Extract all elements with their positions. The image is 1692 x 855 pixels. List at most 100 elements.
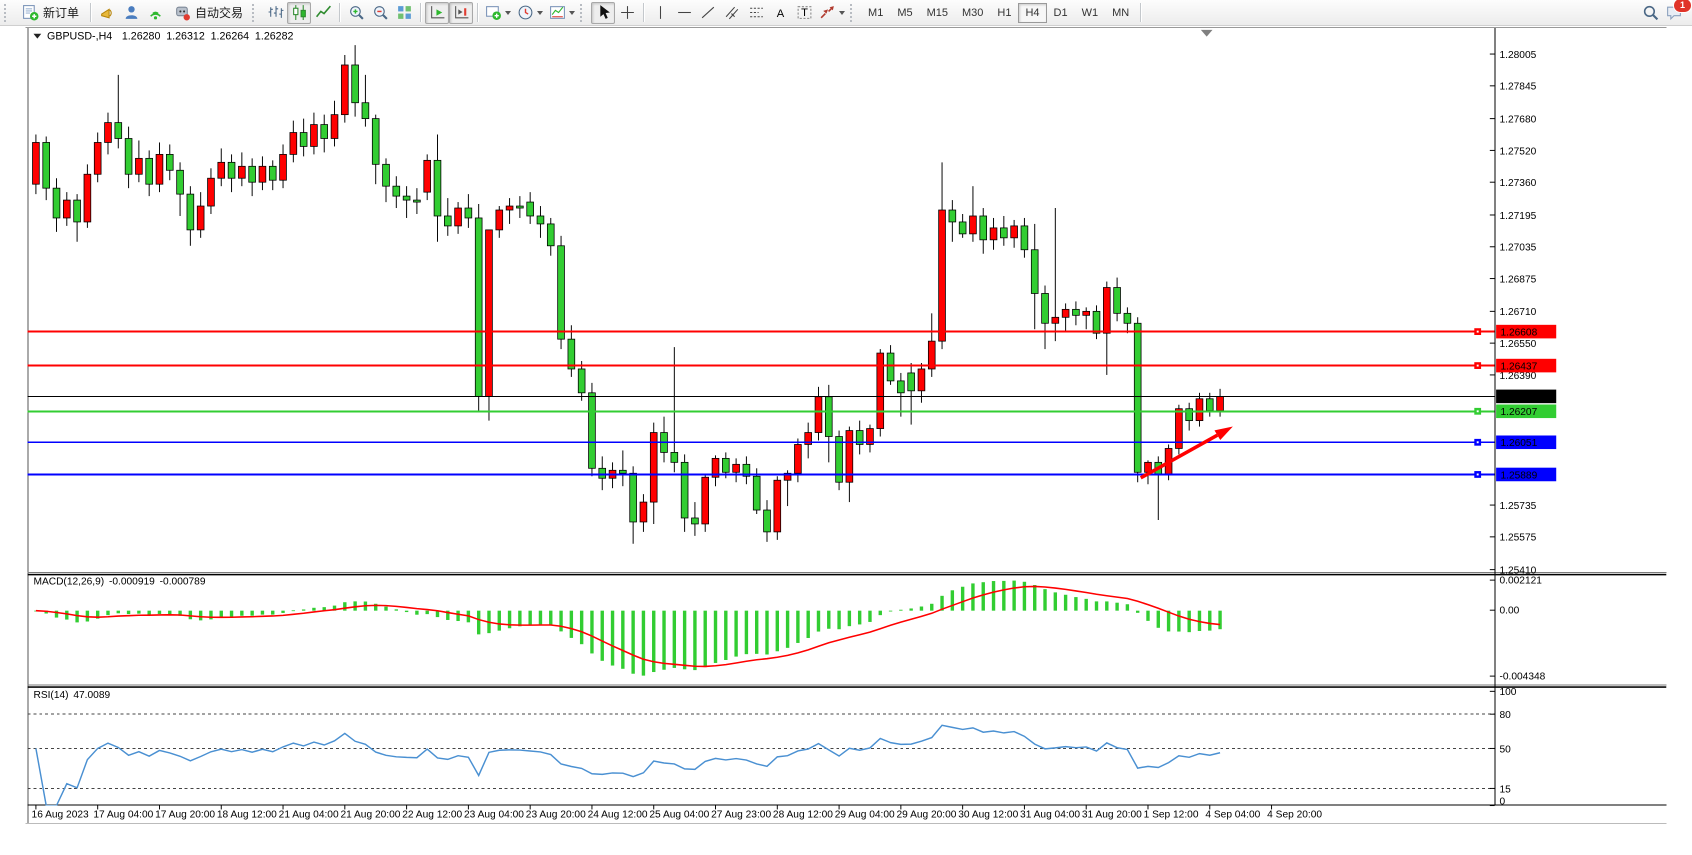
trend-arrow-annotation[interactable] xyxy=(1139,426,1233,480)
candlestick-series xyxy=(32,45,1224,544)
svg-text:1.27520: 1.27520 xyxy=(1500,146,1537,157)
autotrading-icon xyxy=(176,6,190,21)
signal-button[interactable] xyxy=(143,2,167,24)
svg-text:T: T xyxy=(801,7,808,19)
trendline-button[interactable] xyxy=(696,2,720,24)
bar-chart-button[interactable] xyxy=(263,2,287,24)
chart-canvas[interactable]: GBPUSD-,H4 1.26280 1.26312 1.26264 1.26282 M… xyxy=(0,26,1692,855)
timeframe-m5[interactable]: M5 xyxy=(890,3,919,23)
toolbar-grip[interactable] xyxy=(850,3,857,22)
chart-title-dropdown-icon[interactable] xyxy=(33,33,42,39)
crosshair-button[interactable] xyxy=(615,2,639,24)
price-axis: 1.28005 1.27845 1.27680 1.27520 1.27360 1.271… xyxy=(1489,50,1546,808)
templates-icon xyxy=(550,6,565,19)
vertical-line-button[interactable] xyxy=(648,2,672,24)
community-button[interactable] xyxy=(119,2,143,24)
chevron-down-icon xyxy=(839,11,846,18)
timeframe-h4[interactable]: H4 xyxy=(1018,2,1047,23)
svg-text:27 Aug 23:00: 27 Aug 23:00 xyxy=(711,810,771,821)
periods-icon xyxy=(518,5,533,20)
chevron-down-icon xyxy=(537,11,544,18)
fibonacci-button[interactable] xyxy=(744,2,768,24)
arrows-icon xyxy=(820,6,834,19)
toolbar-grip[interactable] xyxy=(252,3,259,22)
price-badge: 1.26051 xyxy=(1496,435,1557,449)
chart-shift-button[interactable] xyxy=(449,1,474,24)
svg-text:31 Aug 20:00: 31 Aug 20:00 xyxy=(1082,810,1142,821)
zoom-in-button[interactable] xyxy=(344,2,368,24)
macd-signal-line xyxy=(35,585,1221,668)
time-axis: 16 Aug 2023 17 Aug 04:00 17 Aug 20:00 18 Au… xyxy=(32,804,1322,821)
chart-shift-marker[interactable] xyxy=(1200,29,1213,37)
svg-text:17 Aug 04:00: 17 Aug 04:00 xyxy=(93,810,153,821)
svg-text:1.27360: 1.27360 xyxy=(1500,178,1537,189)
toolbar-grip[interactable] xyxy=(580,3,587,22)
rsi-label: RSI(14) 47.0089 xyxy=(33,690,110,701)
new-order-label: 新订单 xyxy=(43,6,80,20)
timeframe-w1[interactable]: W1 xyxy=(1075,3,1106,23)
rsi-indicator xyxy=(27,713,1495,806)
svg-text:50: 50 xyxy=(1500,744,1512,755)
search-button[interactable] xyxy=(1638,2,1662,24)
svg-text:15: 15 xyxy=(1500,784,1512,795)
svg-text:1.26282: 1.26282 xyxy=(1500,392,1537,403)
toolbar-grip[interactable] xyxy=(4,3,11,22)
trendline-icon xyxy=(701,6,714,19)
svg-text:0.00: 0.00 xyxy=(1500,606,1520,617)
svg-text:1.27035: 1.27035 xyxy=(1500,243,1537,254)
fibonacci-icon xyxy=(749,7,763,18)
timeframe-m15[interactable]: M15 xyxy=(920,3,955,23)
horizontal-line[interactable] xyxy=(27,362,1495,369)
svg-text:1.28005: 1.28005 xyxy=(1500,50,1537,61)
cursor-button[interactable] xyxy=(591,1,616,24)
line-chart-icon xyxy=(315,5,331,18)
timeframe-m1[interactable]: M1 xyxy=(861,3,890,23)
line-chart-button[interactable] xyxy=(311,2,335,24)
chat-button[interactable]: 1 xyxy=(1662,0,1692,24)
timeframe-d1[interactable]: D1 xyxy=(1047,3,1075,23)
auto-scroll-button[interactable] xyxy=(425,1,450,24)
timeframe-mn[interactable]: MN xyxy=(1105,3,1136,23)
arrows-button[interactable] xyxy=(816,2,848,24)
svg-text:1.25575: 1.25575 xyxy=(1500,533,1537,544)
svg-text:1.26051: 1.26051 xyxy=(1500,438,1537,449)
svg-text:1.25735: 1.25735 xyxy=(1500,501,1537,512)
svg-text:29 Aug 20:00: 29 Aug 20:00 xyxy=(896,810,956,821)
auto-trading-button[interactable]: 自动交易 xyxy=(167,2,250,24)
crosshair-icon xyxy=(620,6,634,19)
auto-trading-label: 自动交易 xyxy=(195,6,244,20)
label-button[interactable]: T xyxy=(792,2,816,24)
svg-text:17 Aug 20:00: 17 Aug 20:00 xyxy=(155,810,215,821)
megaphone-button[interactable] xyxy=(95,2,119,24)
periods-button[interactable] xyxy=(514,2,546,24)
svg-text:18 Aug 12:00: 18 Aug 12:00 xyxy=(217,810,277,821)
horizontal-line[interactable] xyxy=(27,328,1495,336)
svg-text:22 Aug 12:00: 22 Aug 12:00 xyxy=(402,810,462,821)
svg-text:23 Aug 20:00: 23 Aug 20:00 xyxy=(526,810,586,821)
timeframe-h1[interactable]: H1 xyxy=(990,3,1018,23)
horizontal-line-button[interactable] xyxy=(672,2,696,24)
chevron-down-icon xyxy=(569,11,576,18)
new-order-button[interactable]: 新订单 xyxy=(15,2,86,24)
cursor-icon xyxy=(599,5,610,19)
candlestick-button[interactable] xyxy=(287,1,312,24)
svg-text:1.25889: 1.25889 xyxy=(1500,470,1537,481)
svg-text:30 Aug 12:00: 30 Aug 12:00 xyxy=(958,810,1018,821)
candlestick-icon xyxy=(292,5,306,20)
indicators-button[interactable] xyxy=(482,2,514,24)
channel-button[interactable] xyxy=(720,2,744,24)
templates-button[interactable] xyxy=(546,2,578,24)
tile-windows-button[interactable] xyxy=(392,2,416,24)
toolbar-separator xyxy=(643,3,645,22)
timeframe-m30[interactable]: M30 xyxy=(955,3,990,23)
horizontal-line[interactable] xyxy=(27,438,1495,446)
toolbar-separator xyxy=(90,3,92,22)
toolbar-separator xyxy=(1140,3,1142,22)
svg-text:25 Aug 04:00: 25 Aug 04:00 xyxy=(649,810,709,821)
zoom-out-button[interactable] xyxy=(368,2,392,24)
svg-text:21 Aug 04:00: 21 Aug 04:00 xyxy=(279,810,339,821)
horizontal-line[interactable] xyxy=(27,407,1495,415)
horizontal-line[interactable] xyxy=(27,471,1495,478)
toolbar-separator xyxy=(420,3,422,22)
text-button[interactable]: A xyxy=(768,2,792,24)
